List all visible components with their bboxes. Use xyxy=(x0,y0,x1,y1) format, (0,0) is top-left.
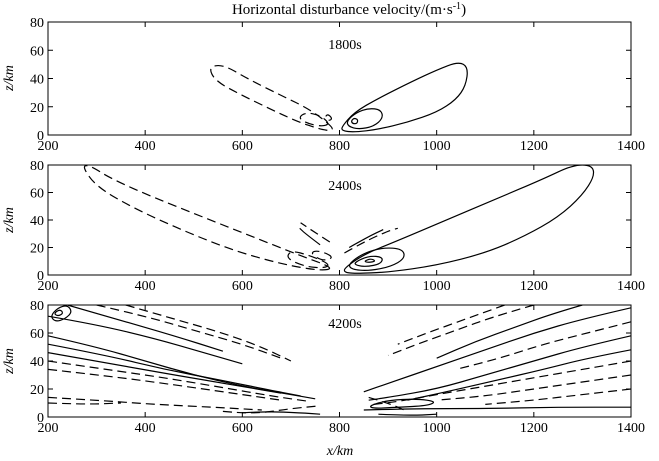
x-tick-label: 600 xyxy=(232,421,253,436)
chart-title: Horizontal disturbance velocity/(m·s-1) xyxy=(232,1,466,18)
positive-contour-line xyxy=(48,335,316,400)
positive-contour-line xyxy=(363,406,631,411)
negative-contour-line xyxy=(48,368,282,401)
x-tick-label: 800 xyxy=(329,279,350,294)
panel-2400s: 2400s z/km 200 400 600 800 1000 1200 1400 0 20 40… xyxy=(2,159,645,294)
y-axis-label: z/km xyxy=(2,65,17,92)
y-tick-label: 20 xyxy=(30,242,44,257)
positive-contour-line xyxy=(346,108,383,130)
positive-contour-line xyxy=(48,343,301,397)
y-tick-label: 80 xyxy=(30,299,44,314)
negative-contour-line xyxy=(210,64,333,131)
x-tick-label: 200 xyxy=(38,279,59,294)
y-tick-label: 60 xyxy=(30,327,44,342)
positive-contour-line xyxy=(348,229,384,249)
contour-lines xyxy=(210,62,468,133)
y-tick-label: 40 xyxy=(30,214,44,229)
x-tick-label: 1000 xyxy=(423,279,451,294)
negative-contour-line xyxy=(96,305,282,359)
x-tick-label: 200 xyxy=(38,421,59,436)
negative-contour-line xyxy=(325,114,332,121)
negative-contour-line xyxy=(485,388,631,405)
x-tick-label: 1400 xyxy=(617,279,645,294)
positive-contour-line xyxy=(363,307,631,393)
x-tick-label: 1200 xyxy=(520,139,548,154)
y-tick-label: 60 xyxy=(30,187,44,202)
y-tick-label: 0 xyxy=(37,411,44,426)
contour-lines xyxy=(48,305,631,416)
negative-contour-line xyxy=(287,251,329,269)
positive-contour-line xyxy=(370,398,435,409)
y-axis-label: z/km xyxy=(2,207,17,234)
positive-contour-line xyxy=(378,413,437,416)
contour-lines xyxy=(83,165,595,274)
negative-contour-line xyxy=(125,305,292,362)
panel-label: 4200s xyxy=(328,317,361,332)
positive-contour-line xyxy=(343,165,595,274)
negative-contour-line xyxy=(311,250,332,261)
negative-contour-line xyxy=(300,222,331,243)
y-tick-label: 60 xyxy=(30,44,44,59)
panel-1800s: 1800s z/km 200 400 600 800 1000 1200 1400 0 20 40… xyxy=(2,16,645,154)
axis-ticks: 200 400 600 800 1000 1200 1400 0 20 40 60 80 xyxy=(30,159,645,294)
negative-contour-line xyxy=(222,405,321,414)
positive-contour-line xyxy=(354,255,383,267)
x-tick-label: 400 xyxy=(135,139,156,154)
positive-contour-line xyxy=(48,352,282,394)
x-tick-label: 1400 xyxy=(617,421,645,436)
x-tick-label: 800 xyxy=(329,421,350,436)
negative-contour-line xyxy=(48,360,311,403)
x-tick-label: 400 xyxy=(135,421,156,436)
negative-contour-line xyxy=(387,305,534,356)
panel-label: 1800s xyxy=(328,38,361,53)
positive-contour-line xyxy=(368,335,631,401)
positive-contour-line xyxy=(48,315,243,365)
y-tick-label: 40 xyxy=(30,73,44,88)
negative-contour-line xyxy=(83,165,331,271)
x-tick-label: 400 xyxy=(135,279,156,294)
positive-contour-line xyxy=(54,309,64,317)
x-tick-label: 800 xyxy=(329,139,350,154)
x-tick-label: 200 xyxy=(38,139,59,154)
y-tick-label: 0 xyxy=(37,269,44,284)
axis-ticks: 200 400 600 800 1000 1200 1400 0 20 40 60 80 xyxy=(30,16,645,154)
x-tick-label: 600 xyxy=(232,139,253,154)
x-tick-label: 600 xyxy=(232,279,253,294)
positive-contour-line xyxy=(351,117,359,125)
negative-contour-line xyxy=(373,360,631,405)
axis-ticks: 200 400 600 800 1000 1200 1400 0 20 40 60 80 xyxy=(30,299,645,436)
y-tick-label: 80 xyxy=(30,16,44,31)
y-axis-label: z/km xyxy=(2,348,17,375)
panel-4200s: 4200s z/km 200 400 600 800 1000 1200 1400 0 20 40… xyxy=(2,299,645,436)
negative-contour-line xyxy=(299,112,329,127)
negative-contour-line xyxy=(344,227,398,254)
positive-contour-line xyxy=(364,258,376,263)
negative-contour-line xyxy=(397,305,505,345)
y-tick-label: 20 xyxy=(30,101,44,116)
positive-contour-line xyxy=(341,62,468,133)
y-tick-label: 80 xyxy=(30,159,44,174)
x-tick-label: 1200 xyxy=(520,421,548,436)
negative-contour-line xyxy=(455,321,631,370)
panel-label: 2400s xyxy=(328,179,361,194)
positive-contour-line xyxy=(407,349,631,401)
negative-contour-line xyxy=(436,374,631,401)
x-axis-label: x/km xyxy=(326,444,353,459)
x-tick-label: 1000 xyxy=(423,421,451,436)
x-tick-label: 1200 xyxy=(520,279,548,294)
x-tick-label: 1000 xyxy=(423,139,451,154)
positive-contour-line xyxy=(436,305,583,359)
positive-contour-line xyxy=(51,305,72,322)
positive-contour-line xyxy=(299,227,321,246)
positive-contour-line xyxy=(67,305,224,352)
y-tick-label: 40 xyxy=(30,355,44,370)
negative-contour-line xyxy=(48,402,121,405)
negative-contour-line xyxy=(48,396,262,411)
positive-contour-line xyxy=(349,247,405,271)
y-tick-label: 0 xyxy=(37,129,44,144)
negative-contour-line xyxy=(368,396,408,412)
x-tick-label: 1400 xyxy=(617,139,645,154)
y-tick-label: 20 xyxy=(30,383,44,398)
